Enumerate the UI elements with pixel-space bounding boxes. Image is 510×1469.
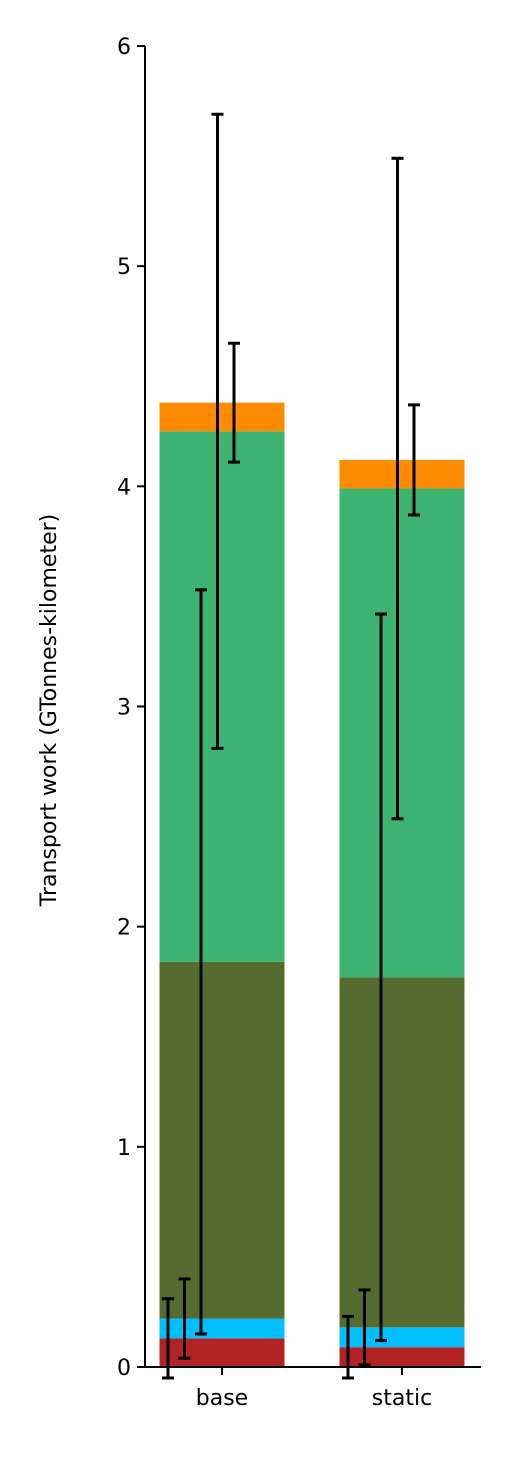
error-bar xyxy=(358,1288,371,1367)
error-bar xyxy=(195,588,207,1336)
y-tick-label: 1 xyxy=(117,1136,131,1161)
y-tick-label: 6 xyxy=(117,35,131,60)
error-bar xyxy=(178,1277,191,1360)
error-bar xyxy=(228,341,240,464)
bar-segment xyxy=(339,459,465,489)
bar-segment xyxy=(159,1318,285,1339)
bar-segment xyxy=(159,961,285,1319)
error-bar xyxy=(375,612,387,1343)
y-tick-label: 0 xyxy=(117,1356,131,1381)
x-tick-label: static xyxy=(372,1386,432,1411)
error-bar xyxy=(391,156,404,821)
bar-segment xyxy=(159,1338,285,1367)
bar-segment xyxy=(339,488,465,978)
bar-segment xyxy=(339,1347,465,1367)
bar-segment xyxy=(339,977,465,1328)
error-bar xyxy=(211,112,224,750)
y-tick-label: 4 xyxy=(117,475,131,500)
bar-segment xyxy=(159,402,285,432)
error-bar xyxy=(162,1297,174,1380)
y-tick-label: 2 xyxy=(117,916,131,941)
y-axis-label: Transport work (GTonnes-kilometer) xyxy=(37,514,62,907)
y-tick-label: 3 xyxy=(117,696,131,721)
y-tick-label: 5 xyxy=(117,255,131,280)
error-bar xyxy=(408,403,420,517)
bar-segment xyxy=(159,431,285,962)
bar-segment xyxy=(339,1327,465,1348)
x-tick-label: base xyxy=(196,1386,248,1411)
